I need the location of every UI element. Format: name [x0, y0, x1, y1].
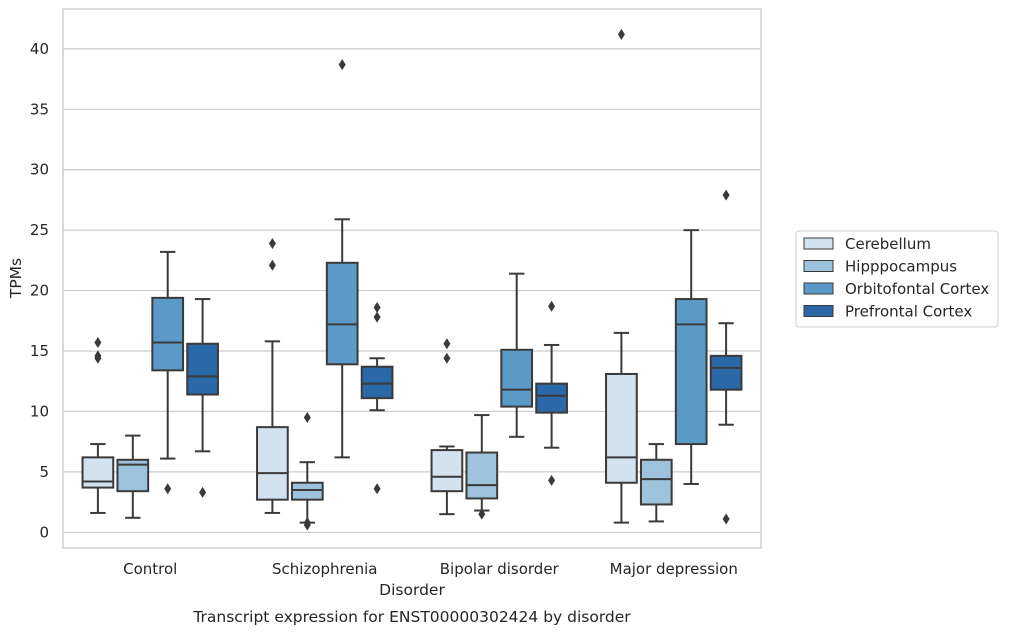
boxes-layer — [81, 28, 743, 531]
box-major-depression-hipppocampus — [639, 443, 673, 523]
box-schizophrenia-prefrontal-cortex — [360, 302, 394, 495]
box-iqr — [430, 449, 464, 493]
box-major-depression-cerebellum — [605, 28, 638, 524]
y-tick-label-35: 35 — [30, 100, 49, 118]
box-bipolar-disorder-hipppocampus — [465, 414, 499, 520]
box-bipolar-disorder-orbitofontal-cortex — [500, 272, 534, 438]
y-tick-label-30: 30 — [30, 161, 49, 179]
outlier-point — [373, 311, 381, 323]
outlier-point — [94, 352, 102, 364]
legend-swatch-hipppocampus — [803, 260, 834, 272]
outlier-point — [443, 352, 451, 364]
box-iqr — [709, 354, 743, 391]
plot-frame — [62, 8, 762, 549]
legend-swatch-orbitofontal-cortex — [803, 282, 834, 295]
x-tick-labels: Control Schizophrenia Bipolar disorder Majo… — [123, 560, 738, 578]
outlier-point — [303, 411, 311, 423]
box-iqr — [325, 261, 359, 366]
x-tick-label-bipolar-disorder: Bipolar disorder — [440, 560, 560, 578]
box-major-depression-orbitofontal-cortex — [674, 229, 708, 485]
outlier-point — [548, 474, 556, 486]
outlier-point — [338, 59, 346, 71]
box-iqr — [639, 458, 673, 506]
box-iqr — [256, 426, 289, 501]
outlier-point — [268, 237, 276, 249]
legend-swatch-prefrontal-cortex — [803, 305, 834, 317]
y-tick-label-20: 20 — [30, 282, 49, 300]
outlier-point — [443, 338, 451, 350]
y-tick-label-40: 40 — [30, 40, 49, 58]
box-iqr — [290, 481, 324, 501]
box-bipolar-disorder-cerebellum — [430, 338, 464, 516]
legend: Cerebellum Hipppocampus Orbitofontal Corte… — [795, 230, 999, 328]
outlier-point — [722, 189, 730, 201]
legend-label-hipppocampus: Hipppocampus — [845, 258, 957, 276]
box-bipolar-disorder-prefrontal-cortex — [535, 300, 568, 486]
y-tick-label-0: 0 — [39, 523, 49, 541]
box-schizophrenia-hipppocampus — [290, 411, 324, 531]
box-iqr — [535, 382, 568, 414]
legend-label-prefrontal-cortex: Prefrontal Cortex — [845, 303, 972, 321]
x-tick-label-control: Control — [123, 560, 177, 578]
box-schizophrenia-cerebellum — [256, 237, 289, 514]
box-control-prefrontal-cortex — [186, 298, 219, 498]
legend-label-cerebellum: Cerebellum — [845, 235, 931, 253]
x-tick-label-schizophrenia: Schizophrenia — [272, 560, 377, 578]
outlier-point — [722, 513, 730, 525]
y-tick-label-25: 25 — [30, 221, 49, 239]
outlier-point — [617, 28, 625, 40]
legend-label-orbitofontal-cortex: Orbitofontal Cortex — [845, 280, 989, 298]
box-iqr — [186, 342, 219, 396]
outlier-point — [94, 337, 102, 349]
plot-area — [63, 9, 761, 548]
x-tick-label-major-depression: Major depression — [610, 560, 738, 578]
y-tick-label-15: 15 — [30, 342, 49, 360]
box-iqr — [500, 348, 534, 408]
outlier-point — [548, 300, 556, 312]
x-axis-title: Disorder — [379, 581, 445, 599]
outlier-point — [373, 302, 381, 314]
y-axis-title: TPMs — [7, 258, 25, 299]
y-tick-label-10: 10 — [30, 402, 49, 420]
box-iqr — [360, 365, 394, 400]
box-control-orbitofontal-cortex — [151, 250, 185, 495]
outlier-point — [199, 486, 207, 498]
box-iqr — [674, 298, 708, 446]
box-schizophrenia-orbitofontal-cortex — [325, 59, 359, 459]
outlier-point — [303, 519, 311, 531]
outlier-point — [478, 508, 486, 520]
box-iqr — [81, 456, 115, 489]
legend-swatch-cerebellum — [803, 237, 834, 250]
outlier-point — [268, 259, 276, 271]
box-iqr — [151, 296, 185, 372]
box-control-hipppocampus — [116, 434, 150, 519]
y-tick-label-5: 5 — [39, 463, 49, 481]
box-control-cerebellum — [81, 337, 115, 514]
y-tick-labels: 0 5 10 15 20 25 30 35 40 — [30, 40, 49, 541]
box-major-depression-prefrontal-cortex — [709, 189, 743, 525]
legend-frame — [795, 230, 999, 328]
chart-title: Transcript expression for ENST0000030242… — [192, 608, 631, 626]
outlier-point — [164, 483, 172, 495]
box-iqr — [465, 451, 499, 500]
box-iqr — [605, 372, 638, 484]
outlier-point — [373, 483, 381, 495]
